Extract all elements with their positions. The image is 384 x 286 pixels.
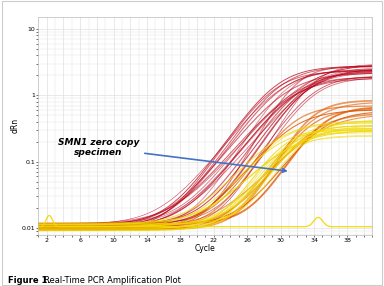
X-axis label: Cycle: Cycle: [195, 244, 216, 253]
Text: SMN1 zero copy
specimen: SMN1 zero copy specimen: [58, 138, 286, 172]
Text: Figure 1.: Figure 1.: [8, 276, 50, 285]
Legend: TREC, RNaseP, SMN1: TREC, RNaseP, SMN1: [35, 285, 123, 286]
Y-axis label: dRn: dRn: [11, 118, 20, 133]
Text: Real-Time PCR Amplification Plot: Real-Time PCR Amplification Plot: [44, 276, 181, 285]
